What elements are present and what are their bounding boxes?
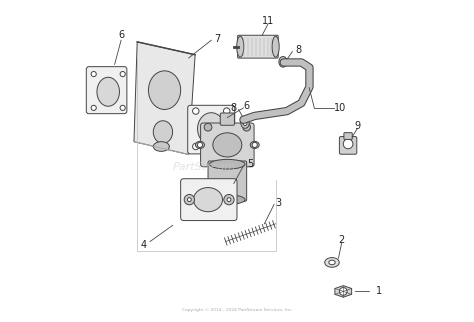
Text: 8: 8 bbox=[231, 103, 237, 113]
Circle shape bbox=[243, 123, 251, 131]
Text: 7: 7 bbox=[215, 33, 221, 44]
Ellipse shape bbox=[198, 113, 225, 145]
Ellipse shape bbox=[329, 260, 335, 265]
Circle shape bbox=[223, 108, 230, 114]
Text: 3: 3 bbox=[276, 198, 282, 208]
Text: 9: 9 bbox=[355, 120, 361, 131]
Circle shape bbox=[192, 108, 199, 114]
Circle shape bbox=[192, 143, 199, 150]
Ellipse shape bbox=[97, 77, 119, 106]
Circle shape bbox=[184, 194, 194, 205]
Text: 11: 11 bbox=[263, 16, 274, 26]
Text: 4: 4 bbox=[141, 240, 146, 250]
Ellipse shape bbox=[325, 258, 339, 267]
Polygon shape bbox=[335, 286, 352, 297]
Text: 2: 2 bbox=[338, 235, 345, 245]
Circle shape bbox=[197, 142, 202, 147]
Circle shape bbox=[224, 194, 234, 205]
Circle shape bbox=[343, 139, 353, 149]
Circle shape bbox=[120, 71, 125, 77]
Ellipse shape bbox=[210, 195, 245, 204]
Text: 5: 5 bbox=[247, 159, 253, 169]
Circle shape bbox=[187, 198, 191, 202]
Circle shape bbox=[339, 288, 347, 295]
Text: 6: 6 bbox=[118, 30, 124, 41]
Ellipse shape bbox=[148, 71, 181, 109]
Circle shape bbox=[252, 142, 257, 147]
Ellipse shape bbox=[210, 159, 245, 169]
Text: 1: 1 bbox=[375, 286, 382, 297]
Ellipse shape bbox=[237, 36, 244, 57]
Circle shape bbox=[227, 198, 231, 202]
Ellipse shape bbox=[281, 59, 285, 64]
Ellipse shape bbox=[153, 121, 173, 143]
Ellipse shape bbox=[250, 141, 259, 148]
Ellipse shape bbox=[153, 142, 169, 151]
Text: Copyright © 2014 - 2024 PartStream Services, Inc.: Copyright © 2014 - 2024 PartStream Servi… bbox=[182, 308, 292, 312]
FancyBboxPatch shape bbox=[220, 113, 235, 125]
FancyBboxPatch shape bbox=[344, 133, 352, 139]
Text: PartStream: PartStream bbox=[173, 162, 237, 173]
FancyBboxPatch shape bbox=[181, 179, 237, 221]
Circle shape bbox=[223, 143, 230, 150]
Ellipse shape bbox=[279, 57, 287, 67]
Circle shape bbox=[91, 105, 96, 110]
Text: 8: 8 bbox=[295, 45, 301, 55]
FancyBboxPatch shape bbox=[237, 35, 278, 58]
Text: 10: 10 bbox=[334, 103, 346, 113]
Ellipse shape bbox=[195, 141, 204, 148]
FancyBboxPatch shape bbox=[188, 105, 235, 154]
FancyBboxPatch shape bbox=[208, 161, 246, 201]
FancyBboxPatch shape bbox=[86, 67, 127, 114]
Ellipse shape bbox=[193, 187, 222, 212]
Polygon shape bbox=[134, 42, 195, 155]
Ellipse shape bbox=[241, 118, 249, 128]
Circle shape bbox=[204, 123, 212, 131]
Ellipse shape bbox=[272, 36, 279, 57]
FancyBboxPatch shape bbox=[339, 137, 357, 154]
Circle shape bbox=[120, 105, 125, 110]
Circle shape bbox=[91, 71, 96, 77]
Ellipse shape bbox=[243, 120, 247, 126]
FancyBboxPatch shape bbox=[201, 123, 254, 167]
Text: 6: 6 bbox=[244, 101, 250, 111]
Ellipse shape bbox=[213, 133, 242, 157]
